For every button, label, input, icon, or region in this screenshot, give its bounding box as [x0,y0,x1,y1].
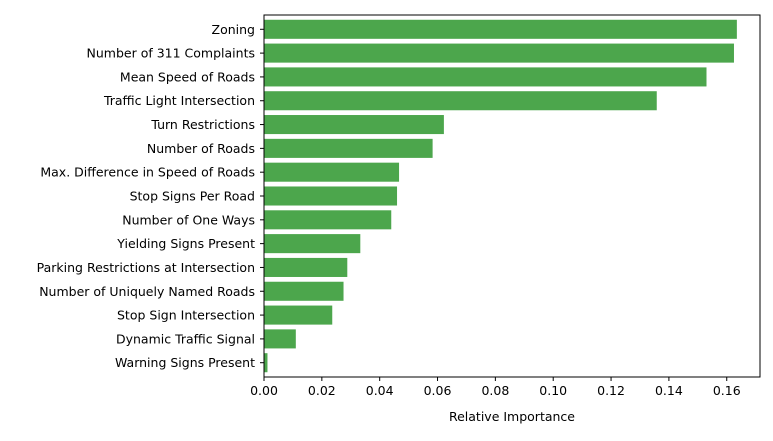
x-tick-label: 0.10 [539,383,567,398]
bar [264,305,333,325]
bars-group [264,19,737,373]
x-tick-label: 0.06 [424,383,452,398]
category-label: Yielding Signs Present [116,236,255,251]
x-tick-label: 0.00 [250,383,278,398]
category-label: Stop Signs Per Road [130,189,255,204]
x-tick-label: 0.16 [713,383,741,398]
category-label: Zoning [212,22,255,37]
category-labels-group: Zoning Number of 311 Complaints Mean Speed… [37,22,264,370]
bar [264,19,737,39]
bar [264,210,392,230]
category-label: Dynamic Traffic Signal [116,331,255,346]
x-tick-label: 0.04 [366,383,394,398]
category-label: Stop Sign Intersection [117,308,255,323]
bar [264,329,296,349]
bar [264,67,707,87]
x-ticks-group: 0.00 0.02 0.04 0.06 0.08 0.10 0.12 0.14 0.16 [250,377,741,398]
bar [264,281,344,301]
x-tick-label: 0.14 [655,383,683,398]
category-label: Number of One Ways [122,212,255,227]
category-label: Number of Uniquely Named Roads [39,284,255,299]
category-label: Max. Difference in Speed of Roads [40,165,255,180]
bar [264,186,398,206]
bar [264,234,361,254]
x-tick-label: 0.12 [597,383,625,398]
bar [264,91,657,111]
x-tick-label: 0.08 [481,383,509,398]
bar [264,257,348,277]
bar [264,43,734,63]
category-label: Number of 311 Complaints [87,46,255,61]
category-label: Warning Signs Present [115,355,255,370]
plot-frame [263,14,761,378]
bar [264,115,444,135]
x-tick-label: 0.02 [308,383,336,398]
bar [264,353,268,373]
category-label: Mean Speed of Roads [120,69,255,84]
x-axis-title: Relative Importance [449,409,575,424]
bar [264,162,400,182]
bar [264,138,433,158]
category-label: Number of Roads [147,141,255,156]
category-label: Traffic Light Intersection [103,93,255,108]
category-label: Parking Restrictions at Intersection [37,260,255,275]
category-label: Turn Restrictions [150,117,255,132]
